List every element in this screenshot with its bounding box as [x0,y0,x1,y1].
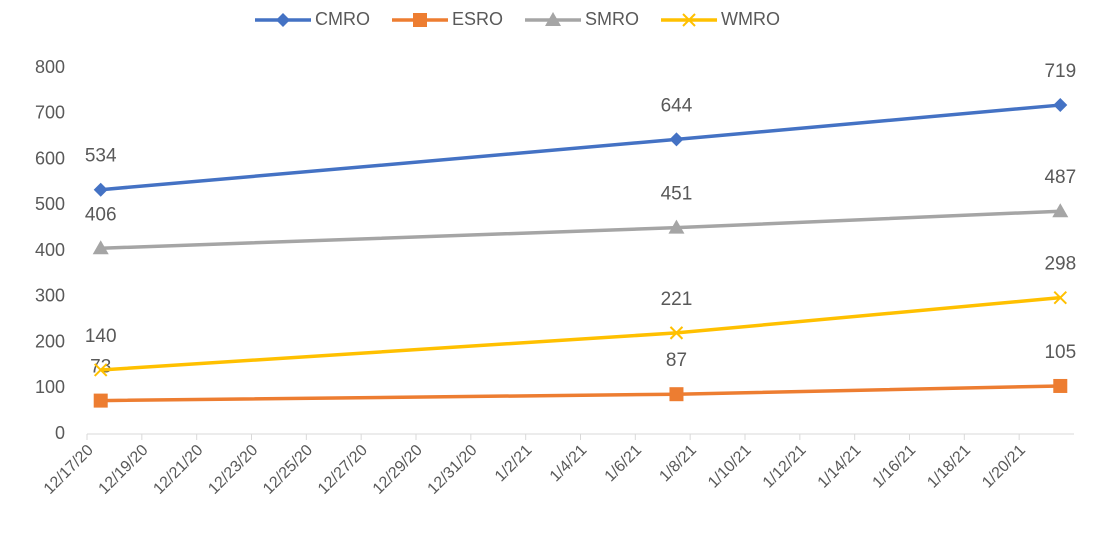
y-tick-label: 500 [35,194,65,214]
legend-label: CMRO [315,9,370,29]
line [100,103,1061,192]
marker [1053,98,1068,113]
x-tick-label: 1/8/21 [657,442,701,486]
legend-label: SMRO [585,9,639,29]
x-tick-label: 1/14/21 [815,442,865,492]
x-tick-label: 12/23/20 [205,442,261,498]
marker [413,13,427,27]
data-label: 140 [85,326,117,347]
marker [682,13,696,27]
marker [94,363,108,377]
x-tick-label: 1/4/21 [547,442,591,486]
legend-label: WMRO [721,9,780,29]
line [100,295,1061,372]
y-tick-label: 600 [35,148,65,168]
data-label: 87 [666,350,687,371]
marker [1053,290,1067,305]
data-label: 221 [661,289,693,310]
y-tick-label: 100 [35,377,65,397]
x-tick-label: 1/10/21 [705,442,755,492]
marker [92,240,109,255]
x-tick-label: 1/6/21 [602,442,646,486]
data-label: 73 [90,357,111,378]
x-tick-label: 12/21/20 [150,442,206,498]
x-tick-label: 12/29/20 [370,442,426,498]
y-tick-label: 200 [35,331,65,351]
x-tick-label: 1/2/21 [492,442,536,486]
data-label: 487 [1044,167,1076,188]
x-tick-label: 1/12/21 [760,442,810,492]
line [100,384,1061,403]
legend-label: ESRO [452,9,503,29]
x-tick-label: 1/16/21 [870,442,920,492]
marker [545,12,562,26]
marker [93,182,108,197]
x-tick-label: 12/27/20 [315,442,371,498]
x-tick-label: 12/31/20 [425,442,481,498]
x-tick-label: 1/20/21 [979,442,1029,492]
marker [669,132,684,147]
marker [668,219,685,234]
marker [669,326,684,340]
line [100,209,1061,251]
data-label: 451 [661,184,693,205]
data-label: 105 [1044,342,1076,363]
marker [669,387,684,402]
marker [276,13,290,27]
y-tick-label: 800 [35,57,65,77]
y-tick-label: 700 [35,103,65,123]
data-label: 644 [661,95,693,116]
data-label: 406 [85,204,117,225]
x-tick-label: 12/25/20 [260,442,316,498]
y-tick-label: 0 [55,423,65,443]
marker [93,393,108,408]
marker [1053,378,1068,393]
y-tick-label: 400 [35,240,65,260]
data-label: 719 [1044,61,1076,82]
data-label: 298 [1044,254,1076,275]
x-tick-label: 12/19/20 [96,442,152,498]
marker [1052,203,1069,218]
data-label: 534 [85,146,117,167]
y-tick-label: 300 [35,286,65,306]
x-tick-label: 1/18/21 [924,442,974,492]
x-tick-label: 12/17/20 [41,442,97,498]
